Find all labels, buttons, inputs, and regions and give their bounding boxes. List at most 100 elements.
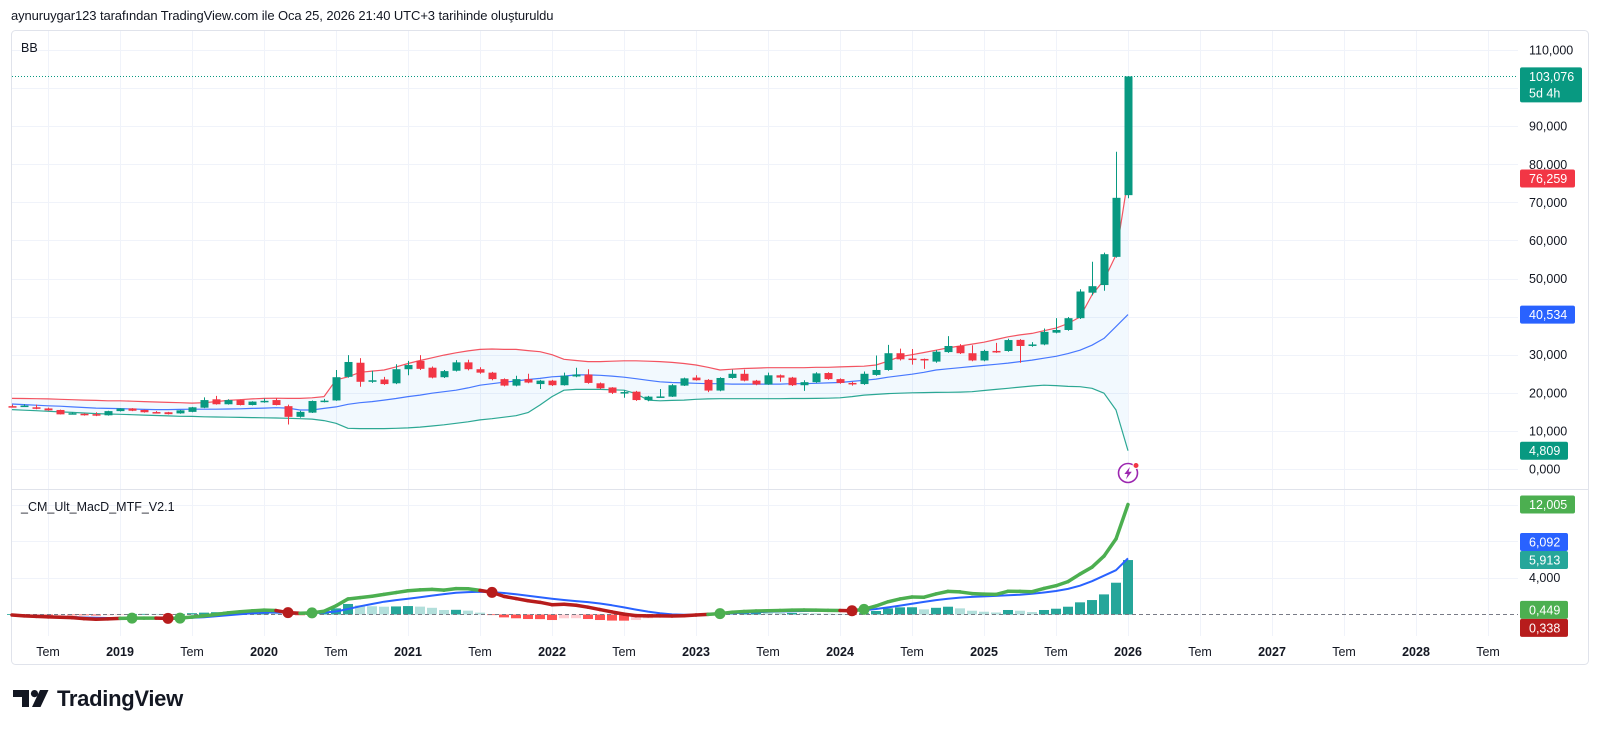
candle	[1040, 328, 1049, 346]
macd-histogram-bar	[415, 606, 425, 615]
macd-histogram-bar	[883, 608, 893, 615]
candle	[308, 400, 317, 414]
candle-body	[884, 353, 893, 370]
macd-line-segment	[334, 597, 350, 608]
tradingview-logo[interactable]: TradingView	[13, 686, 183, 712]
candle-body	[212, 399, 221, 405]
candle	[512, 375, 521, 387]
candle	[896, 348, 905, 361]
macd-line-segment	[358, 594, 374, 600]
candle-body	[596, 383, 605, 389]
lightning-alert-icon[interactable]	[1117, 462, 1140, 484]
macd-histogram-bar	[379, 606, 389, 615]
candle	[296, 410, 305, 418]
macd-line-segment	[934, 589, 950, 596]
macd-line-segment	[886, 597, 902, 604]
candle	[32, 404, 41, 410]
candle-body	[80, 413, 89, 416]
macd-cross-down-dot	[846, 605, 858, 617]
y-axis-tick-label: 30,000	[1529, 348, 1567, 362]
bb-lower-badge: 4,809	[1520, 441, 1568, 460]
candle-body	[1088, 286, 1097, 293]
candle-body	[992, 350, 1001, 353]
macd-cross-up-dot	[306, 607, 318, 619]
macd-line-segment	[922, 592, 938, 599]
candle	[44, 407, 53, 411]
candle-body	[608, 387, 617, 393]
candle	[536, 379, 545, 390]
candle-body	[140, 409, 149, 413]
candle-body	[488, 372, 497, 380]
macd-histogram-bar	[139, 613, 149, 615]
bb-indicator-title[interactable]: BB	[21, 41, 38, 55]
x-axis-year-label: 2026	[1114, 645, 1142, 659]
macd-histogram-bar	[403, 606, 413, 615]
candle	[584, 369, 593, 384]
candle-body	[452, 362, 461, 371]
macd-line-segment	[1030, 586, 1046, 594]
candle-body	[812, 373, 821, 383]
candle-body	[500, 379, 509, 386]
candle-body	[572, 374, 581, 377]
candle-body	[308, 401, 317, 413]
macd-line-segment	[538, 600, 554, 607]
candle-body	[236, 400, 245, 406]
macd-line-segment	[1090, 554, 1106, 569]
price-pane[interactable]	[12, 31, 1518, 489]
macd-line-segment	[82, 616, 98, 622]
candle	[824, 372, 833, 380]
candle	[224, 399, 233, 405]
candle-body	[860, 373, 869, 385]
candle-body	[188, 407, 197, 412]
candle	[104, 410, 113, 416]
candle	[272, 398, 281, 406]
macd-histogram-bar	[607, 614, 617, 621]
macd-histogram-bar	[511, 614, 521, 619]
macd-cross-up-dot	[174, 612, 186, 624]
badge-value: 76,259	[1529, 172, 1567, 186]
candle-body	[788, 377, 797, 386]
candle	[1076, 289, 1085, 319]
macd-indicator-title[interactable]: _CM_Ult_MacD_MTF_V2.1	[20, 500, 175, 514]
candle	[320, 398, 329, 403]
candle-body	[668, 385, 677, 397]
candle	[836, 378, 845, 384]
macd-cross-down-dot	[486, 586, 498, 598]
candle	[884, 344, 893, 371]
macd-histogram-bar	[775, 613, 785, 615]
candle-body	[284, 406, 293, 417]
candle	[56, 409, 65, 415]
candle-body	[248, 401, 257, 406]
x-axis-month-label: Tem	[1044, 645, 1068, 659]
y-axis-tick-label: 10,000	[1529, 424, 1567, 438]
macd-line-segment	[430, 587, 446, 592]
macd-line-segment	[238, 609, 254, 614]
macd-histogram-bar	[595, 614, 605, 621]
candle-body	[8, 406, 17, 408]
macd-histogram-bar	[895, 607, 905, 615]
candle-body	[836, 379, 845, 383]
candle-body	[704, 379, 713, 391]
y-axis-tick-label: 110,000	[1529, 44, 1573, 58]
macd-line-segment	[10, 613, 26, 618]
candle-body	[728, 373, 737, 378]
badge-value: 4,809	[1529, 444, 1560, 458]
candle	[8, 404, 17, 408]
candle	[992, 342, 1001, 353]
candle-body	[32, 407, 41, 409]
candle-body	[512, 379, 521, 386]
candle-body	[980, 350, 989, 361]
macd-histogram-bar	[355, 605, 365, 615]
macd-line-segment	[994, 589, 1010, 597]
macd-line-segment	[682, 613, 698, 618]
bb-upper-badge: 76,259	[1520, 169, 1575, 188]
candle-body	[68, 413, 77, 415]
badge-background	[1520, 495, 1575, 514]
macd-cross-down-dot	[282, 607, 294, 619]
bb-upper-line	[11, 178, 1129, 404]
candle-body	[224, 400, 233, 405]
candle	[764, 372, 773, 385]
candle-body	[848, 382, 857, 385]
candle	[1124, 76, 1133, 199]
candle	[500, 378, 509, 387]
